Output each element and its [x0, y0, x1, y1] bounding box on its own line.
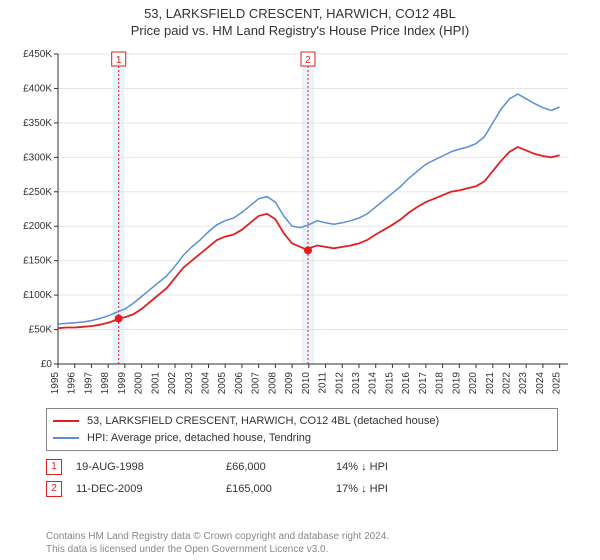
sale-diff-1: 14% ↓ HPI	[336, 461, 456, 473]
svg-text:2018: 2018	[435, 372, 446, 395]
svg-text:1: 1	[116, 55, 122, 66]
legend-swatch-1	[53, 420, 79, 422]
sales-table: 1 19-AUG-1998 £66,000 14% ↓ HPI 2 11-DEC…	[46, 456, 558, 500]
legend-row-2: HPI: Average price, detached house, Tend…	[53, 430, 551, 447]
sale-date-2: 11-DEC-2009	[76, 483, 226, 495]
sale-price-2: £165,000	[226, 483, 336, 495]
svg-text:£150K: £150K	[23, 256, 52, 267]
svg-text:2: 2	[305, 55, 311, 66]
svg-text:2025: 2025	[552, 372, 563, 395]
chart-area: £0 £50K £100K £150K £200K £250K £300K £350K £400…	[10, 48, 580, 400]
legend-row-1: 53, LARKSFIELD CRESCENT, HARWICH, CO12 4…	[53, 413, 551, 430]
svg-text:2016: 2016	[401, 372, 412, 395]
svg-text:2002: 2002	[167, 372, 178, 395]
footnote-line-2: This data is licensed under the Open Gov…	[46, 544, 328, 555]
svg-text:2012: 2012	[334, 372, 345, 395]
svg-text:2000: 2000	[134, 372, 145, 395]
svg-text:2001: 2001	[150, 372, 161, 395]
sale-marker-2: 2	[46, 481, 62, 497]
svg-text:£0: £0	[41, 359, 53, 370]
chart-svg: £0 £50K £100K £150K £200K £250K £300K £350K £400…	[10, 48, 580, 400]
svg-text:1999: 1999	[117, 372, 128, 395]
svg-text:£350K: £350K	[23, 118, 52, 129]
svg-text:2014: 2014	[368, 372, 379, 395]
sale-price-1: £66,000	[226, 461, 336, 473]
svg-text:2009: 2009	[284, 372, 295, 395]
chart-container: 53, LARKSFIELD CRESCENT, HARWICH, CO12 4…	[0, 0, 600, 560]
svg-text:£50K: £50K	[29, 325, 53, 336]
svg-text:2006: 2006	[234, 372, 245, 395]
sale-marker-1: 1	[46, 459, 62, 475]
svg-text:1995: 1995	[50, 372, 61, 395]
chart-subtitle: Price paid vs. HM Land Registry's House …	[0, 21, 600, 38]
svg-text:2008: 2008	[267, 372, 278, 395]
svg-text:2023: 2023	[518, 372, 529, 395]
sale-row-2: 2 11-DEC-2009 £165,000 17% ↓ HPI	[46, 478, 558, 500]
svg-text:1996: 1996	[67, 372, 78, 395]
svg-text:2007: 2007	[251, 372, 262, 395]
chart-title: 53, LARKSFIELD CRESCENT, HARWICH, CO12 4…	[0, 0, 600, 21]
legend: 53, LARKSFIELD CRESCENT, HARWICH, CO12 4…	[46, 408, 558, 451]
svg-text:2019: 2019	[451, 372, 462, 395]
svg-text:£100K: £100K	[23, 290, 52, 301]
svg-text:2024: 2024	[535, 372, 546, 395]
legend-swatch-2	[53, 437, 79, 439]
sale-diff-2: 17% ↓ HPI	[336, 483, 456, 495]
svg-text:£450K: £450K	[23, 49, 52, 60]
svg-text:1998: 1998	[100, 372, 111, 395]
svg-text:£300K: £300K	[23, 152, 52, 163]
svg-text:£200K: £200K	[23, 221, 52, 232]
svg-text:2015: 2015	[384, 372, 395, 395]
sale-row-1: 1 19-AUG-1998 £66,000 14% ↓ HPI	[46, 456, 558, 478]
svg-text:2021: 2021	[485, 372, 496, 395]
svg-text:£400K: £400K	[23, 83, 52, 94]
svg-text:2003: 2003	[184, 372, 195, 395]
svg-text:2011: 2011	[318, 372, 329, 394]
legend-label-1: 53, LARKSFIELD CRESCENT, HARWICH, CO12 4…	[87, 413, 439, 430]
svg-text:2004: 2004	[200, 372, 211, 395]
legend-label-2: HPI: Average price, detached house, Tend…	[87, 430, 311, 447]
svg-text:1997: 1997	[83, 372, 94, 395]
svg-text:£250K: £250K	[23, 187, 52, 198]
svg-text:2010: 2010	[301, 372, 312, 395]
footnote: Contains HM Land Registry data © Crown c…	[46, 530, 566, 556]
svg-text:2013: 2013	[351, 372, 362, 395]
svg-text:2017: 2017	[418, 372, 429, 395]
svg-text:2020: 2020	[468, 372, 479, 395]
svg-text:2005: 2005	[217, 372, 228, 395]
svg-text:2022: 2022	[501, 372, 512, 395]
sale-date-1: 19-AUG-1998	[76, 461, 226, 473]
footnote-line-1: Contains HM Land Registry data © Crown c…	[46, 531, 389, 542]
